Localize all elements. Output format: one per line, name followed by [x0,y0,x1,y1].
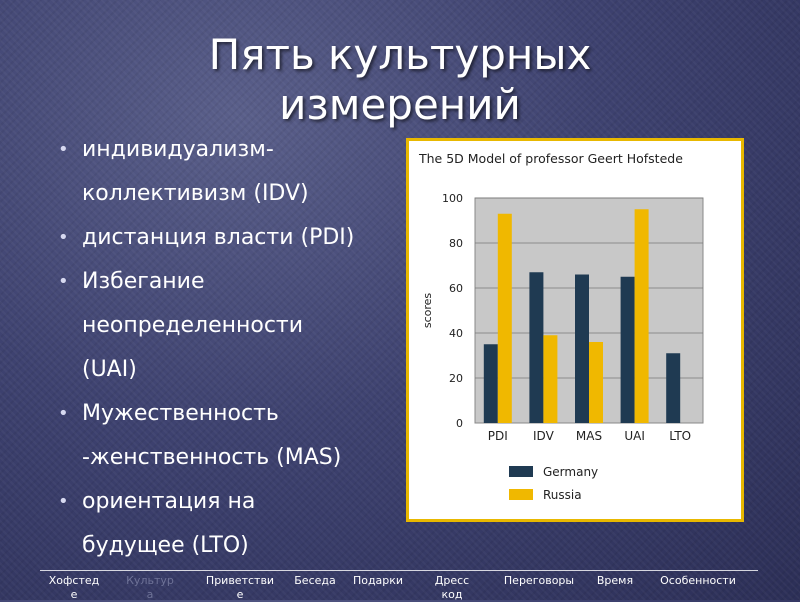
bar-russia-idv [543,335,558,423]
bullet-text: Избегание [82,269,205,294]
bar-russia-mas [589,342,603,423]
bullet-item: дистанция власти (PDI) [58,216,403,260]
bar-germany-pdi [483,344,498,423]
bullet-item: индивидуализм- коллективизм (IDV) [58,128,403,216]
legend-swatch [509,466,533,477]
bullet-text: коллективизм (IDV) [82,181,309,206]
y-tick-label: 40 [449,327,463,340]
bar-germany-idv [529,272,544,423]
bullet-text: индивидуализм- [82,137,274,162]
x-tick-label: UAI [624,429,645,443]
x-tick-label: PDI [488,429,508,443]
y-tick-label: 20 [449,372,463,385]
slide-title-line: измерений [279,80,521,129]
bar-germany-uai [620,276,635,423]
nav-divider [40,570,758,571]
bullet-text: неопределенности [82,313,304,338]
nav-link-features[interactable]: Особенности [660,574,736,587]
bullet-text: дистанция власти (PDI) [82,225,355,250]
nav-link-time[interactable]: Время [596,574,634,587]
bar-germany-mas [575,274,589,423]
slide-title: Пять культурных измерений [0,30,800,130]
chart-title: The 5D Model of professor Geert Hofstede [418,151,683,166]
bullet-list: индивидуализм- коллективизм (IDV) дистан… [58,128,403,568]
y-tick-label: 60 [449,282,463,295]
x-tick-label: MAS [576,429,602,443]
bullet-item: Избегание неопределенности (UAI) [58,260,403,392]
bar-russia-uai [634,209,649,423]
bar-chart: The 5D Model of professor Geert Hofstede… [418,151,704,502]
bar-germany-lto [666,353,681,423]
nav-link-culture[interactable]: Культур а [126,574,174,601]
bullet-text: (UAI) [82,357,137,382]
y-tick-label: 100 [442,192,463,205]
nav-link-conversation[interactable]: Беседа [294,574,336,587]
x-tick-label: IDV [533,429,555,443]
bar-russia-pdi [497,213,512,423]
bullet-text: будущее (LTO) [82,533,249,558]
y-tick-label: 80 [449,237,463,250]
bullet-item: ориентация на будущее (LTO) [58,480,403,568]
bullet-text: Мужественность [82,401,279,426]
nav-link-gifts[interactable]: Подарки [352,574,404,587]
bullet-item: Мужественность -женственность (MAS) [58,392,403,480]
bottom-nav: Хофстед е Культур а Приветстви е Беседа … [0,568,800,601]
legend-label: Germany [543,465,598,479]
nav-link-hofstede[interactable]: Хофстед е [48,574,100,601]
chart-legend: Germany Russia [509,465,598,502]
nav-link-greeting[interactable]: Приветстви е [205,574,275,601]
bullet-text: ориентация на [82,489,256,514]
slide-title-line: Пять культурных [208,30,592,79]
nav-link-negotiations[interactable]: Переговоры [503,574,575,587]
bullet-text: -женственность (MAS) [82,445,342,470]
chart-panel: The 5D Model of professor Geert Hofstede… [406,138,744,522]
y-tick-label: 0 [456,417,463,430]
legend-label: Russia [543,488,582,502]
legend-swatch [509,489,533,500]
nav-link-dress-code[interactable]: Дресс код [434,574,470,601]
x-tick-label: LTO [669,429,691,443]
y-axis-label: scores [421,293,434,329]
plot-area: 0 20 40 60 80 100 PDI IDV MAS UAI LTO [442,192,704,443]
